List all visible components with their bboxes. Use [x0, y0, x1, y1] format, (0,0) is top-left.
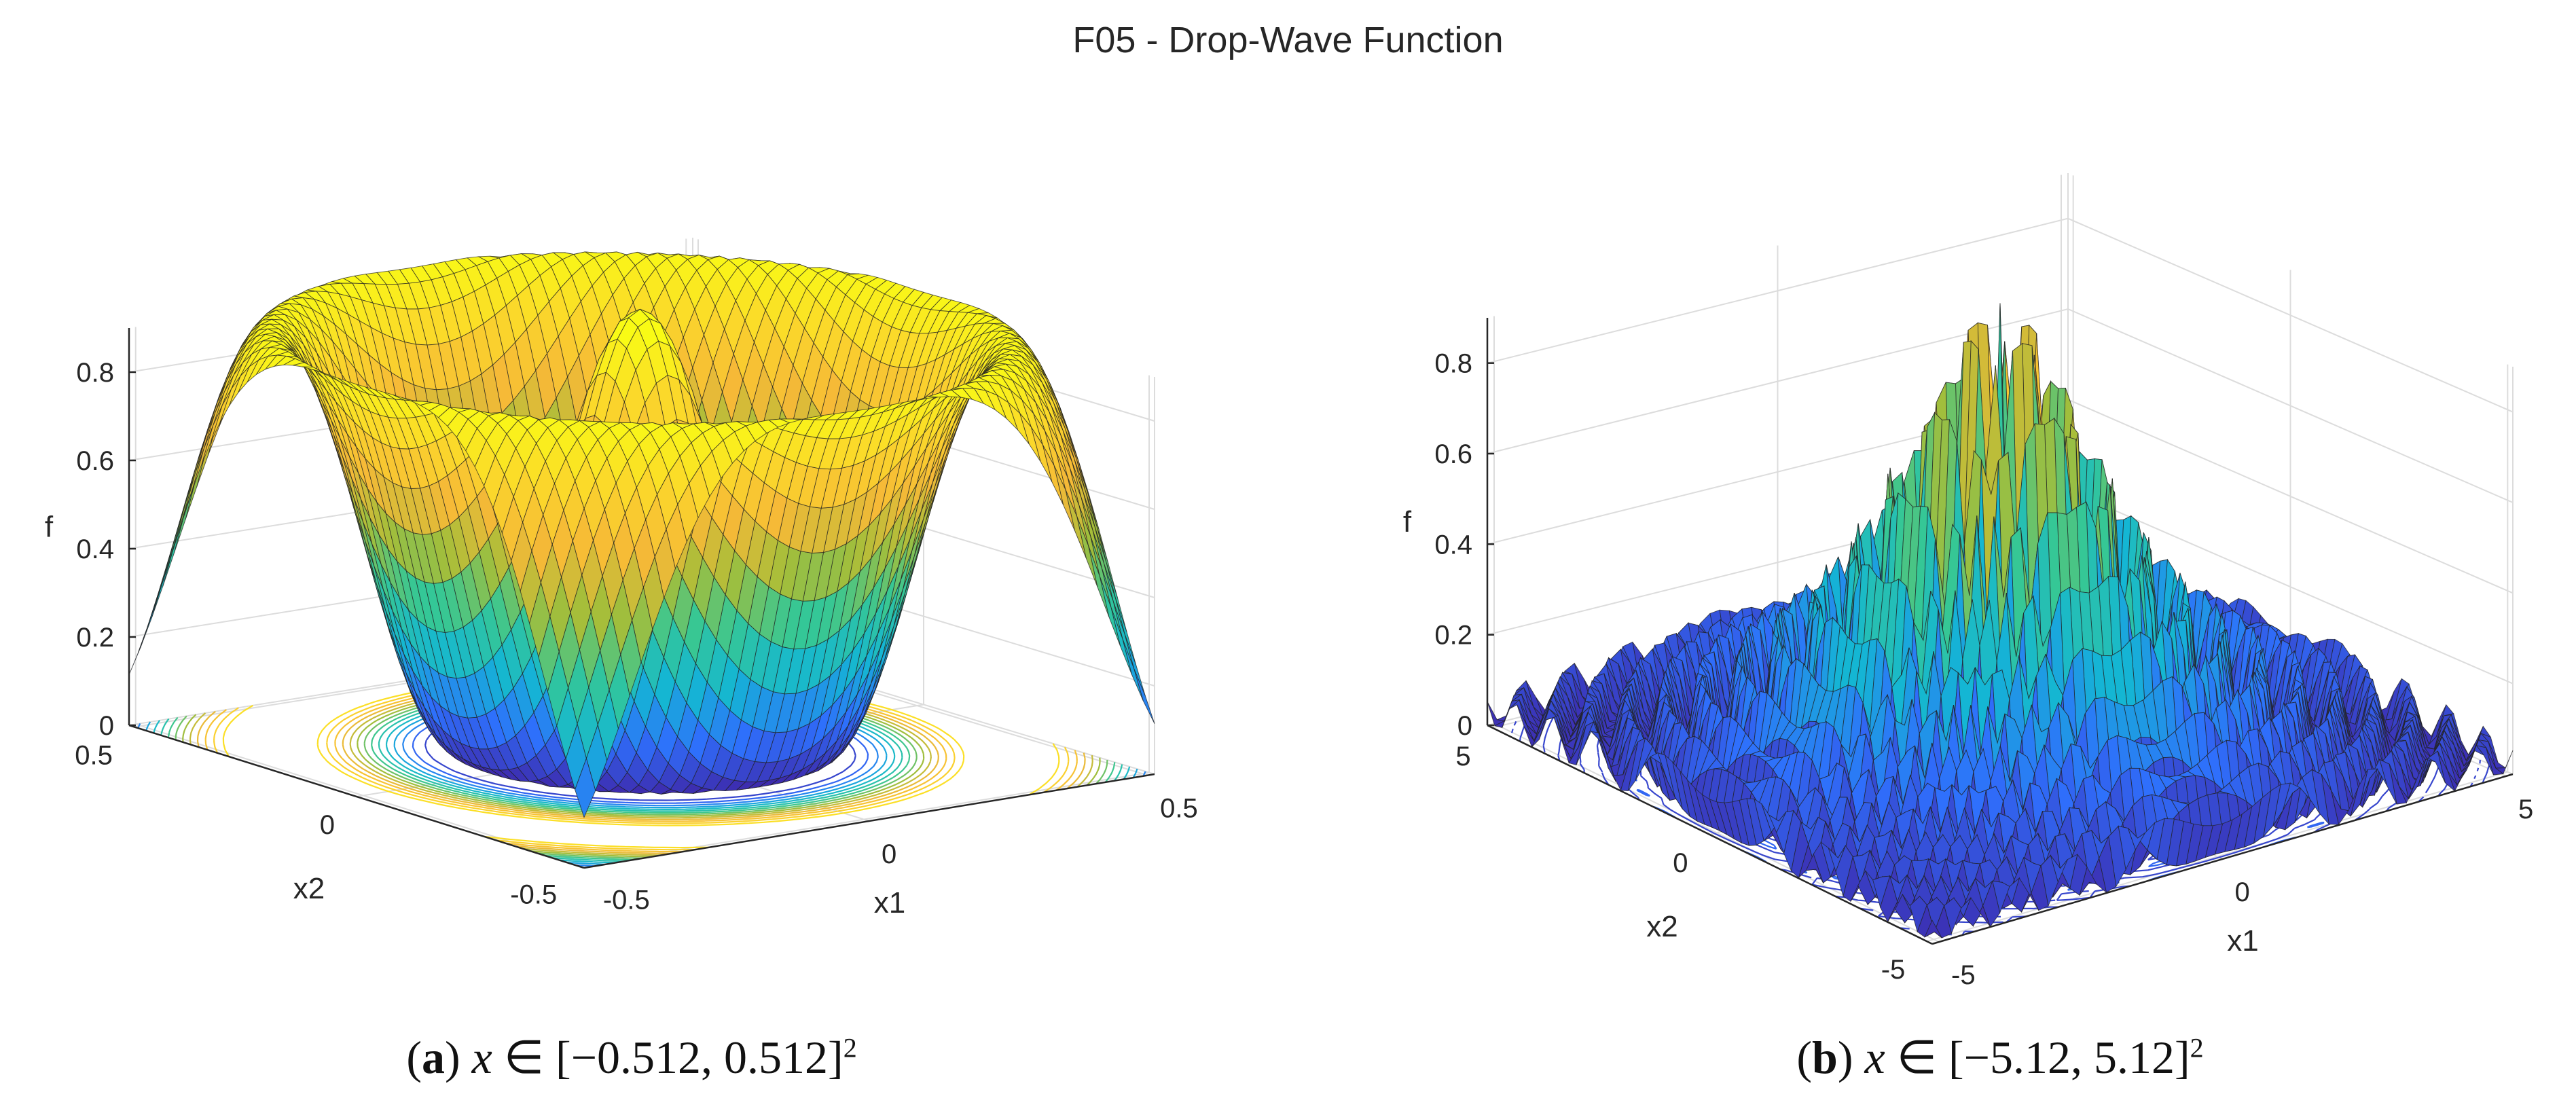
pa-surface	[128, 251, 1155, 818]
pa-x-tick-label: -0.5	[603, 885, 650, 915]
pa-surface-patch	[1122, 638, 1144, 701]
pa-contour-line	[222, 653, 1060, 849]
pa-surface-patch	[1133, 668, 1155, 724]
pa-z-tick-label: 0	[99, 711, 114, 741]
pa-y-tick-label: 0	[320, 810, 335, 840]
pa-y-tick-label: -0.5	[510, 880, 557, 910]
pa-x-axis	[583, 773, 1155, 869]
pa-z-tick-label: 0.4	[76, 534, 114, 564]
pa-y-axis-label: x2	[293, 872, 325, 905]
pa-x-tick-label: 0.5	[1160, 794, 1198, 824]
pb-surface	[1487, 303, 2514, 939]
pa-y-tick-label: 0.5	[75, 740, 113, 770]
pa-z-axis-label: f	[45, 511, 54, 544]
pa-surface-patch	[201, 405, 223, 465]
pa-y-gridline	[578, 375, 1150, 867]
pa-x-tick-label: 0	[882, 839, 896, 869]
pa-surface-patch	[173, 484, 195, 553]
pa-surface-patch	[575, 757, 596, 818]
pa-z-tick-label: 0.6	[76, 446, 114, 476]
pa-x-gridline	[134, 327, 592, 868]
pb-y-gridline	[1927, 364, 2509, 943]
pa-z-tick-label: 0.8	[76, 358, 114, 388]
pa-y-axis	[128, 724, 585, 869]
pa-x-axis-label: x1	[874, 886, 905, 919]
pa-z-tick-label: 0.2	[76, 623, 114, 653]
figure-title: F05 - Drop-Wave Function	[1072, 20, 1504, 60]
